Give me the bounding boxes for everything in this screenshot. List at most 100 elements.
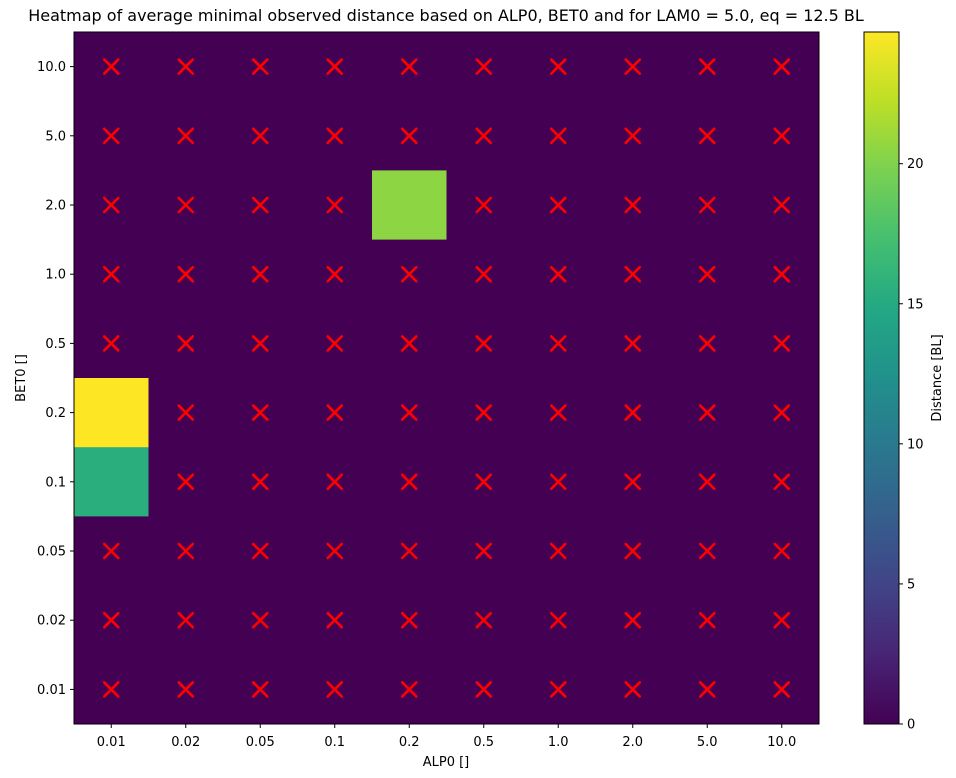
- zero-marker: [102, 611, 120, 629]
- zero-marker: [326, 542, 344, 560]
- marker-stroke: [698, 404, 716, 421]
- zero-marker: [475, 127, 493, 145]
- zero-marker: [400, 542, 418, 560]
- marker-stroke: [698, 58, 716, 75]
- zero-marker: [624, 127, 642, 145]
- marker-stroke: [475, 127, 493, 145]
- zero-marker: [475, 265, 493, 283]
- x-tick-label: 0.02: [171, 735, 200, 750]
- marker-stroke: [624, 265, 642, 283]
- y-tick-label: 0.1: [45, 475, 66, 490]
- y-tick-label: 0.2: [45, 406, 66, 421]
- zero-marker: [698, 404, 716, 421]
- marker-stroke: [549, 196, 567, 214]
- zero-marker: [549, 58, 567, 75]
- zero-marker: [177, 473, 195, 491]
- x-tick-label: 1.0: [548, 735, 569, 750]
- marker-stroke: [251, 58, 269, 75]
- colorbar-axis: 0 5 10 15 20: [899, 157, 924, 733]
- zero-marker: [177, 196, 195, 214]
- marker-stroke: [251, 335, 269, 352]
- zero-marker: [251, 58, 269, 75]
- zero-marker: [549, 611, 567, 629]
- zero-marker: [102, 542, 120, 560]
- marker-stroke: [177, 404, 195, 421]
- marker-stroke: [102, 265, 120, 283]
- marker-stroke: [177, 58, 195, 75]
- marker-stroke: [549, 404, 567, 421]
- y-tick-label: 0.5: [45, 337, 66, 352]
- zero-marker: [624, 542, 642, 560]
- x-axis-label: ALP0 []: [423, 755, 470, 770]
- colorbar: [863, 31, 900, 725]
- zero-marker: [475, 473, 493, 491]
- marker-stroke: [177, 335, 195, 352]
- zero-marker: [698, 265, 716, 283]
- x-tick-label: 0.05: [246, 735, 275, 750]
- zero-marker: [624, 681, 642, 698]
- marker-stroke: [698, 265, 716, 283]
- marker-stroke: [624, 404, 642, 421]
- zero-marker: [326, 58, 344, 75]
- zero-marker: [251, 473, 269, 491]
- marker-stroke: [475, 611, 493, 629]
- marker-stroke: [251, 542, 269, 560]
- zero-marker: [549, 127, 567, 145]
- zero-marker: [773, 473, 791, 491]
- marker-stroke: [102, 611, 120, 629]
- colorbar-tick-label: 5: [907, 577, 915, 592]
- marker-stroke: [251, 681, 269, 698]
- marker-stroke: [102, 681, 120, 698]
- zero-marker: [773, 265, 791, 283]
- zero-marker: [698, 542, 716, 560]
- zero-marker: [624, 335, 642, 352]
- marker-stroke: [698, 127, 716, 145]
- marker-stroke: [177, 681, 195, 698]
- zero-marker: [624, 404, 642, 421]
- marker-stroke: [773, 58, 791, 75]
- zero-marker: [326, 681, 344, 698]
- zero-marker: [773, 681, 791, 698]
- zero-marker: [475, 404, 493, 421]
- marker-stroke: [624, 127, 642, 145]
- marker-stroke: [177, 542, 195, 560]
- marker-stroke: [698, 542, 716, 560]
- marker-stroke: [624, 335, 642, 352]
- zero-marker: [773, 196, 791, 214]
- x-tick-label: 10.0: [767, 735, 796, 750]
- marker-stroke: [475, 404, 493, 421]
- marker-stroke: [400, 127, 418, 145]
- marker-stroke: [326, 404, 344, 421]
- marker-stroke: [624, 542, 642, 560]
- zero-marker: [251, 542, 269, 560]
- marker-stroke: [400, 681, 418, 698]
- zero-marker: [326, 265, 344, 283]
- marker-stroke: [475, 335, 493, 352]
- zero-marker: [102, 58, 120, 75]
- marker-stroke: [773, 265, 791, 283]
- marker-stroke: [773, 335, 791, 352]
- marker-stroke: [549, 473, 567, 491]
- zero-marker: [177, 127, 195, 145]
- marker-stroke: [102, 542, 120, 560]
- zero-marker: [475, 335, 493, 352]
- zero-marker: [773, 127, 791, 145]
- zero-marker: [102, 196, 120, 214]
- zero-marker: [177, 335, 195, 352]
- zero-marker: [475, 58, 493, 75]
- zero-marker: [326, 473, 344, 491]
- marker-stroke: [326, 611, 344, 629]
- marker-stroke: [400, 473, 418, 491]
- x-tick-label: 0.01: [97, 735, 126, 750]
- marker-stroke: [549, 335, 567, 352]
- marker-stroke: [475, 542, 493, 560]
- marker-stroke: [177, 127, 195, 145]
- marker-stroke: [624, 196, 642, 214]
- marker-stroke: [475, 196, 493, 214]
- marker-stroke: [251, 611, 269, 629]
- marker-stroke: [773, 473, 791, 491]
- zero-marker: [326, 196, 344, 214]
- marker-stroke: [698, 196, 716, 214]
- marker-stroke: [400, 265, 418, 283]
- x-tick-label: 5.0: [697, 735, 718, 750]
